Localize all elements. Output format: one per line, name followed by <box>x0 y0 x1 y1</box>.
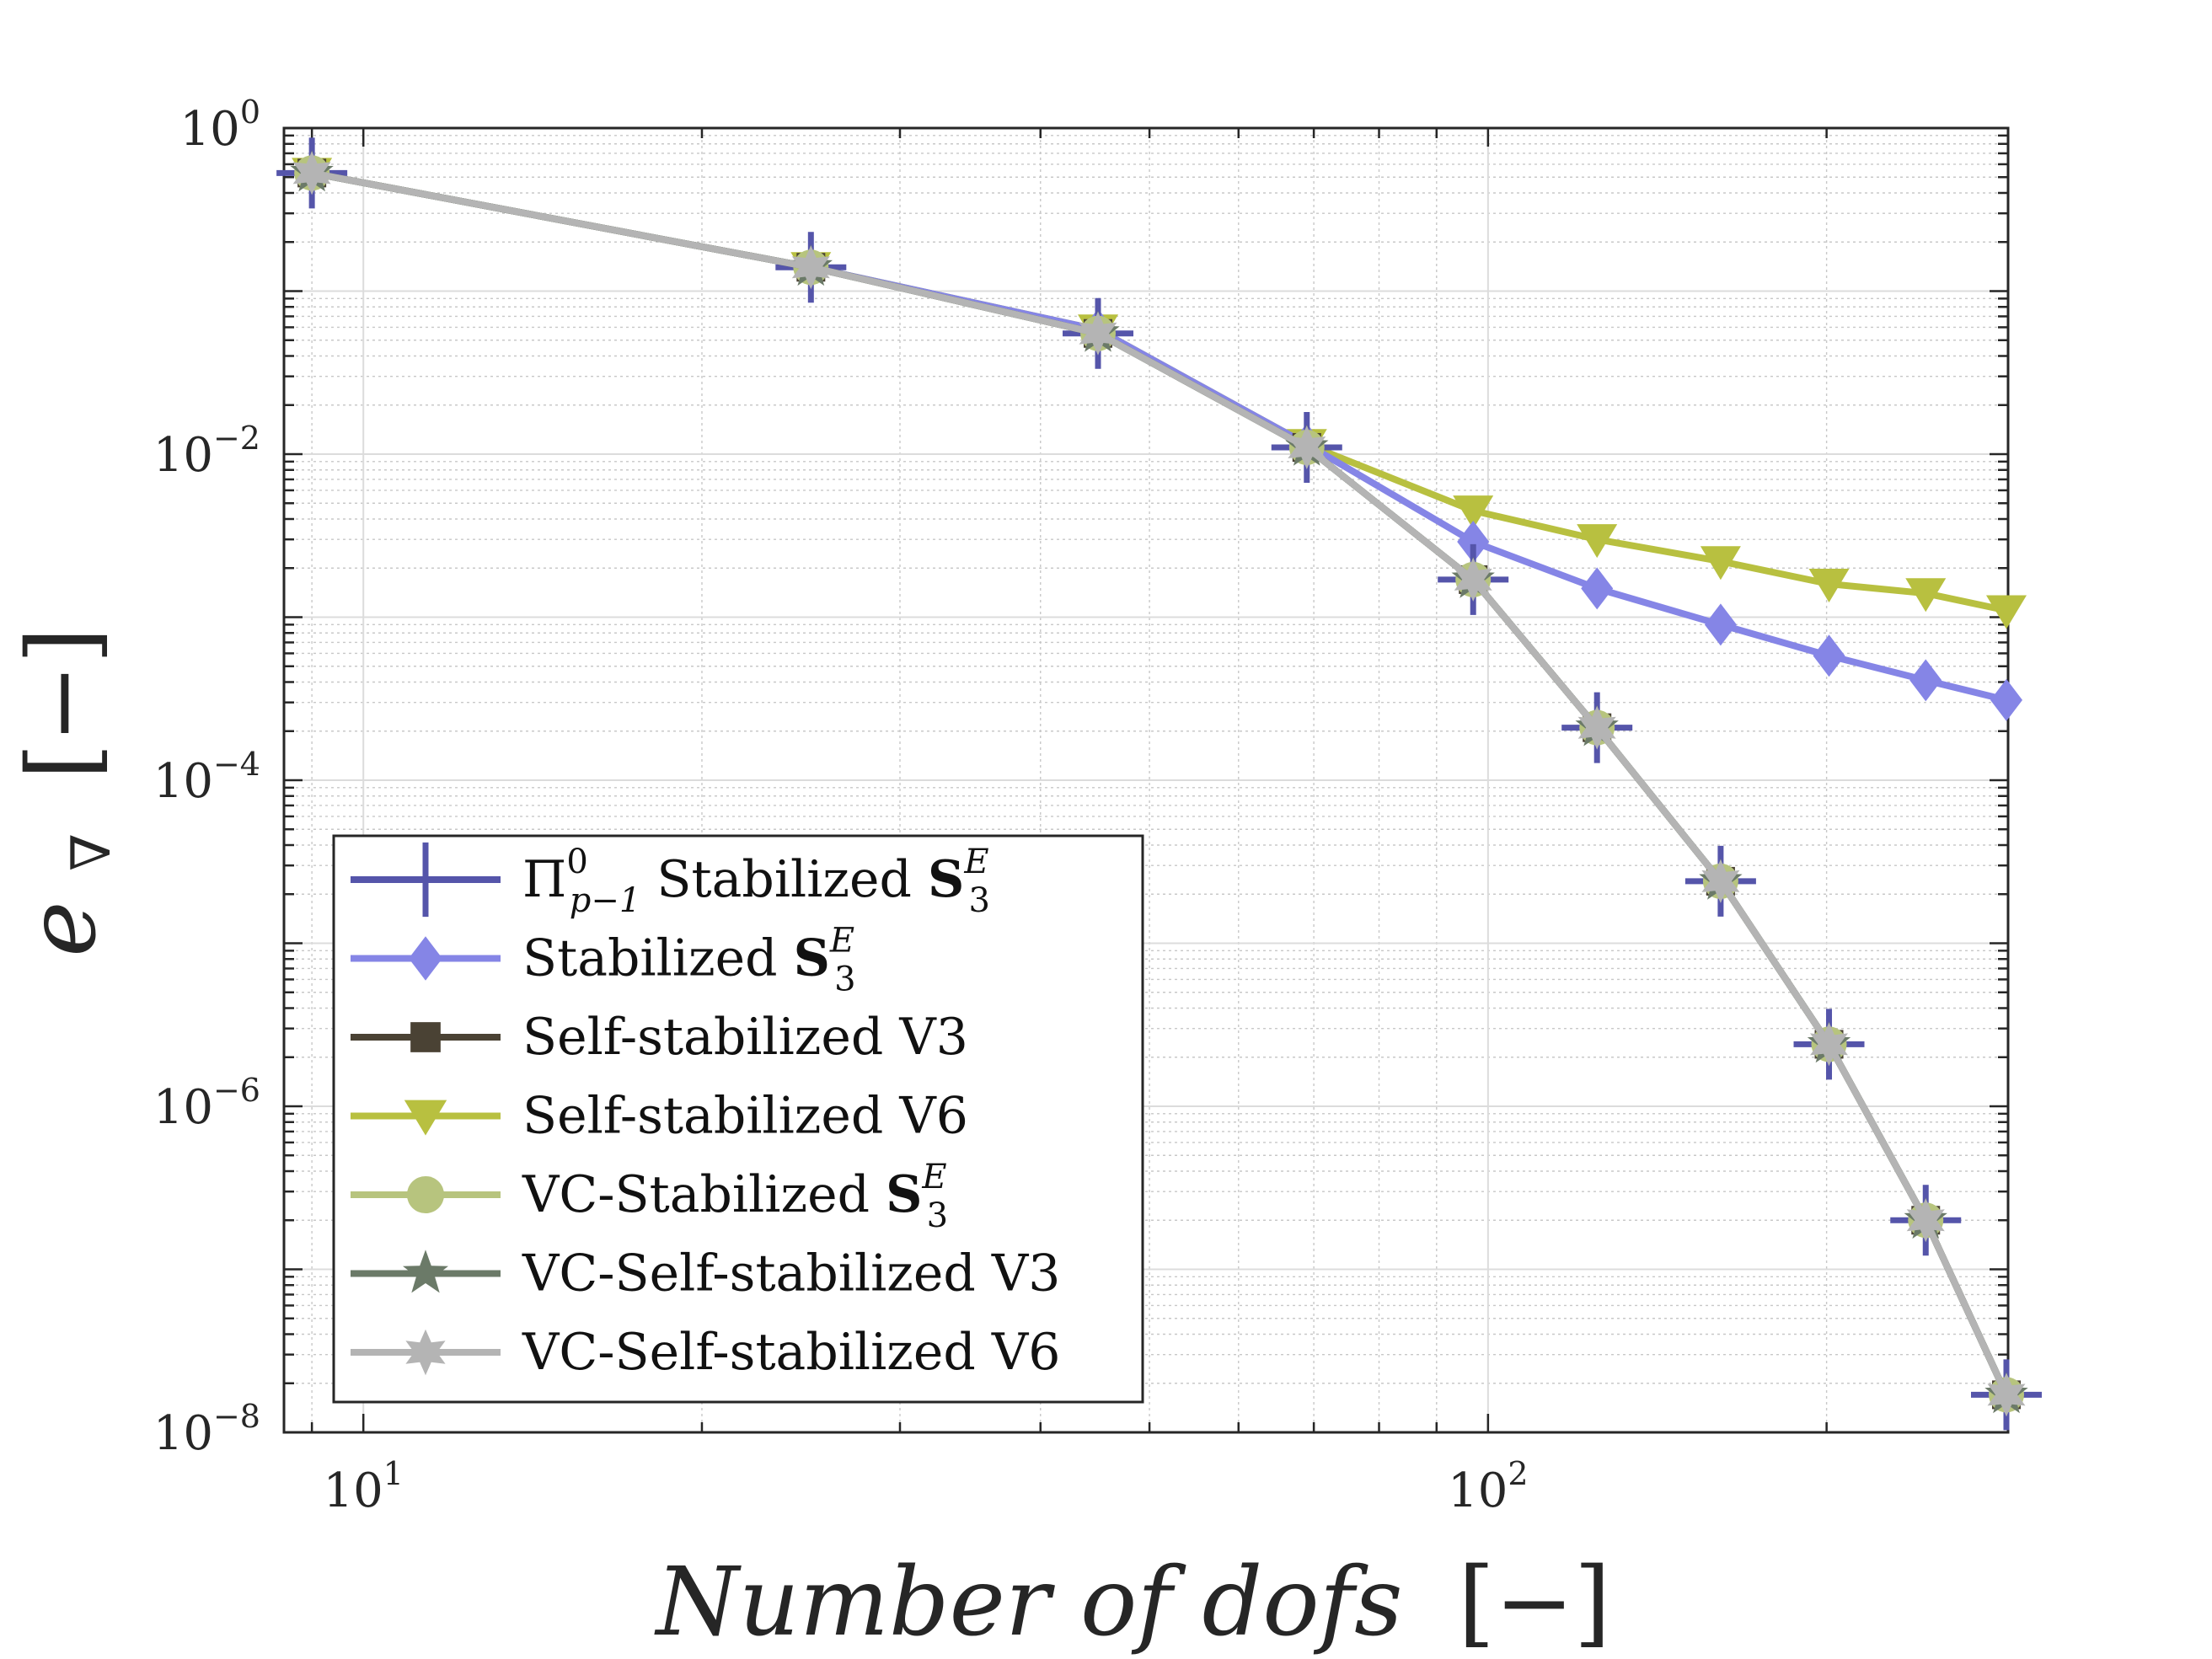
data-point <box>1454 557 1492 602</box>
series-7 <box>292 151 2026 1417</box>
legend-label: Self-stabilized V3 <box>522 1008 968 1067</box>
data-point <box>1577 705 1616 750</box>
legend-entry: VC-Self-stabilized V3 <box>351 1244 1060 1303</box>
legend-marker <box>405 1329 446 1376</box>
data-point <box>1700 546 1741 581</box>
data-point <box>1457 521 1490 564</box>
legend-marker <box>404 1100 447 1136</box>
series-line <box>311 169 2010 1397</box>
data-point <box>1288 425 1326 469</box>
minor-gridlines <box>284 128 2008 1432</box>
data-point <box>1808 569 1850 603</box>
x-tick-label: 102 <box>1448 1455 1528 1518</box>
data-point <box>1079 311 1117 356</box>
x-axis-label-unit: [−] <box>1458 1548 1610 1657</box>
y-axis-label-unit: [−] <box>8 627 117 779</box>
legend-label: VC-Stabilized SE 3 <box>522 1158 948 1235</box>
legend-entry: VC-Stabilized SE 3 <box>351 1158 948 1235</box>
data-point <box>1810 1022 1848 1067</box>
legend-label: VC-Self-stabilized V3 <box>522 1244 1060 1303</box>
legend-label: Stabilized SE 3 <box>522 922 856 999</box>
y-axis-label-subscript: ∇ <box>61 833 123 871</box>
legend-entry: VC-Self-stabilized V6 <box>351 1323 1060 1382</box>
legend-entry: Π0 p−1 Stabilized SE 3 <box>351 842 990 920</box>
legend-label: VC-Self-stabilized V6 <box>522 1323 1060 1382</box>
legend-label: Π0 p−1 Stabilized SE 3 <box>522 843 990 920</box>
legend-entry: Self-stabilized V6 <box>351 1087 968 1146</box>
data-point <box>1985 595 2027 629</box>
axis-tick-labels: 100 10−2 10−4 10−6 10−8 101 102 <box>153 94 1529 1518</box>
data-point <box>1905 578 1947 613</box>
x-axis-label-text: Number of dofs <box>654 1548 1403 1657</box>
x-axis-label: Number of dofs [−] <box>654 1548 1611 1657</box>
y-tick-label: 10−6 <box>153 1072 260 1135</box>
data-point <box>1581 567 1614 610</box>
legend-label: Self-stabilized V6 <box>522 1087 968 1146</box>
legend-marker <box>406 1175 445 1214</box>
x-tick-label: 101 <box>323 1455 403 1518</box>
data-point <box>1701 859 1740 903</box>
y-tick-label: 100 <box>180 94 260 157</box>
y-tick-label: 10−4 <box>153 746 260 809</box>
legend-entry: Self-stabilized V3 <box>351 1008 968 1067</box>
y-tick-label: 10−2 <box>153 420 260 483</box>
y-axis-label: e ∇ [−] <box>8 627 132 956</box>
data-point <box>1990 678 2022 721</box>
svg-text:e ∇ [−]: e ∇ [−] <box>8 627 132 956</box>
data-point <box>791 245 830 290</box>
legend-marker <box>403 1250 448 1293</box>
legend-marker <box>409 936 442 981</box>
legend-marker <box>388 842 463 918</box>
legend-marker <box>410 1022 441 1052</box>
y-axis-label-symbol: e <box>8 901 117 956</box>
data-point <box>292 151 331 195</box>
data-point <box>1987 1373 2026 1417</box>
y-tick-label: 10−8 <box>153 1398 260 1461</box>
legend-entry: Stabilized SE 3 <box>351 922 856 999</box>
data-point <box>1453 495 1494 530</box>
data-point <box>1909 659 1942 702</box>
data-point <box>1704 603 1737 646</box>
data-point <box>1813 634 1845 677</box>
data-point <box>1906 1198 1945 1243</box>
data-point <box>1577 524 1618 559</box>
data-series <box>276 137 2042 1431</box>
